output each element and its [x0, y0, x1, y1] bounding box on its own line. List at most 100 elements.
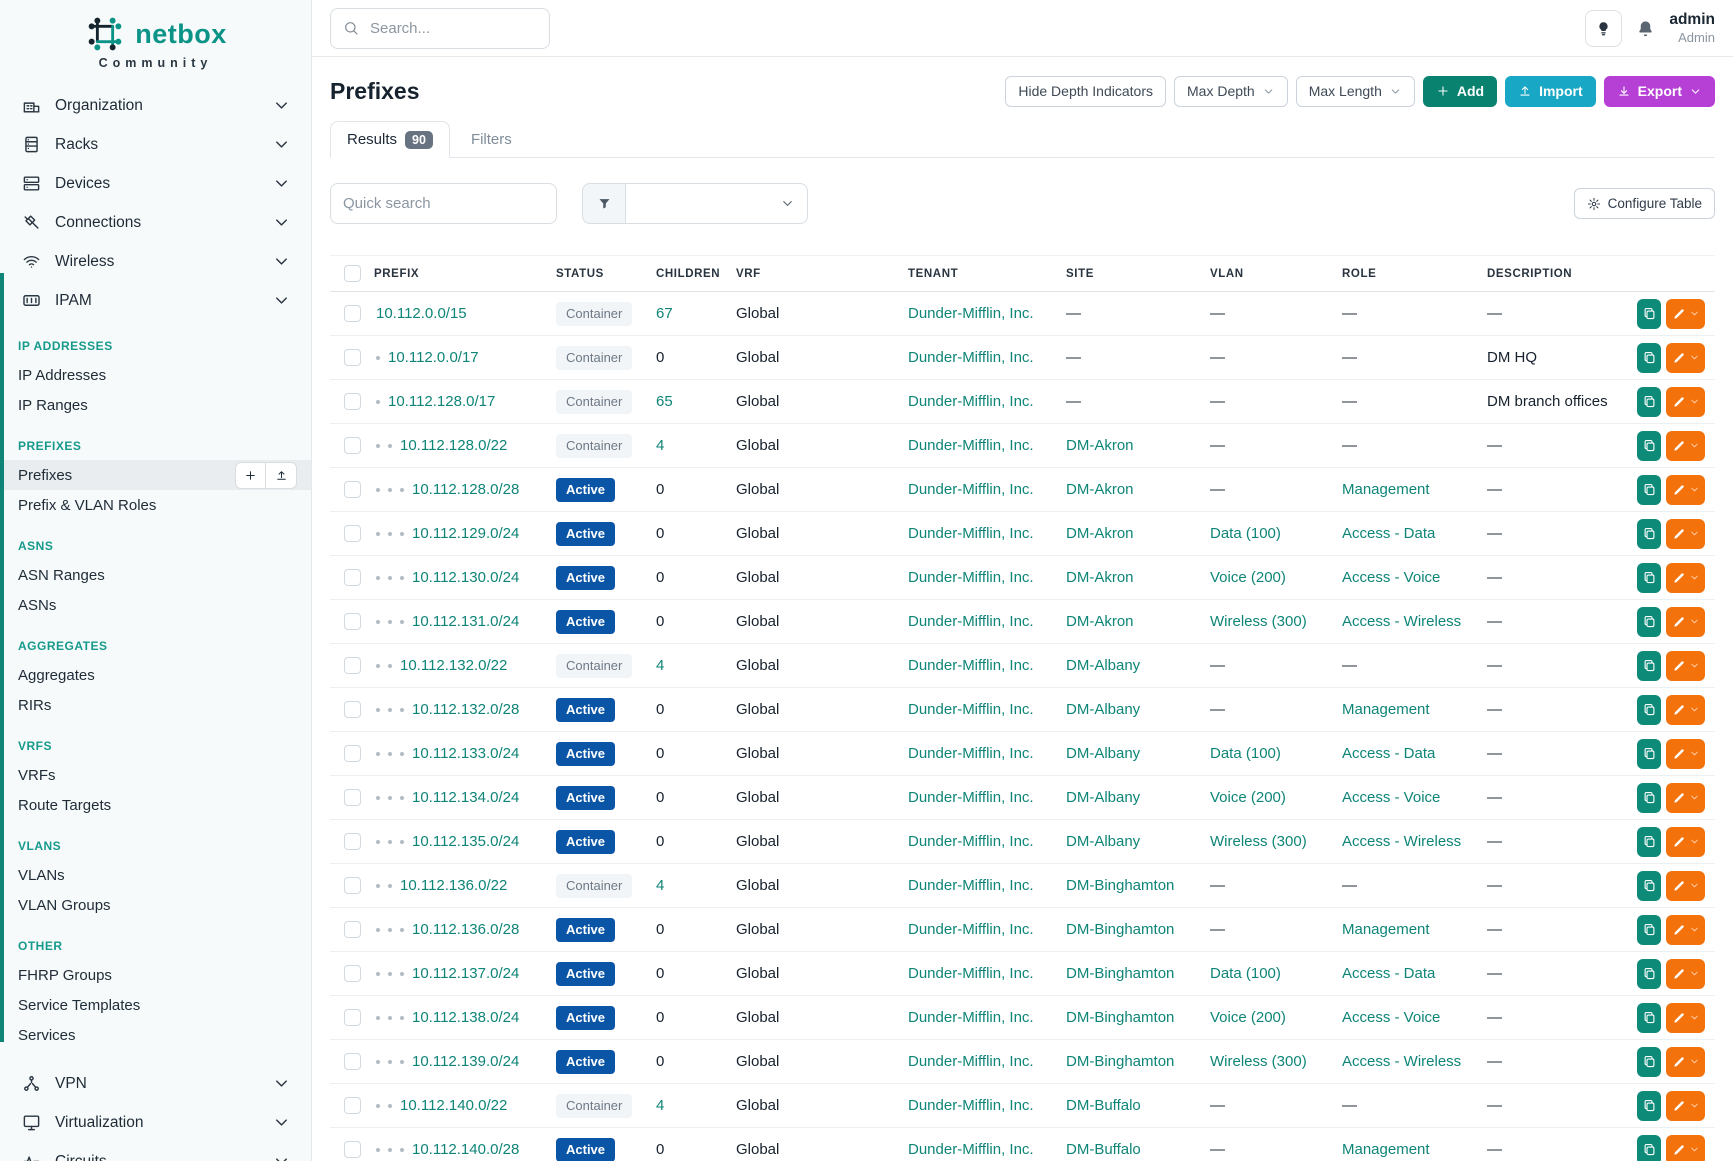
role-link[interactable]: Access - Data	[1342, 524, 1436, 542]
site-link[interactable]: DM-Binghamton	[1066, 1052, 1175, 1070]
children-link[interactable]: 4	[656, 1096, 665, 1114]
sidebar-item-prefix-vlan-roles[interactable]: Prefix & VLAN Roles	[18, 496, 157, 514]
column-header-site[interactable]: SITE	[1066, 267, 1094, 280]
search-input[interactable]	[368, 18, 537, 38]
clone-button[interactable]	[1637, 1046, 1662, 1077]
sidebar-item-vpn[interactable]: VPN	[0, 1064, 311, 1103]
sidebar-item-prefixes[interactable]: Prefixes	[0, 460, 311, 490]
role-link[interactable]: Management	[1342, 1140, 1430, 1158]
prefix-link[interactable]: 10.112.136.0/28	[412, 921, 520, 938]
clone-button[interactable]	[1637, 694, 1662, 725]
children-link[interactable]: 4	[656, 436, 665, 454]
row-checkbox[interactable]	[343, 613, 361, 630]
site-link[interactable]: DM-Binghamton	[1066, 1008, 1175, 1026]
prefix-link[interactable]: 10.112.134.0/24	[412, 789, 520, 806]
row-checkbox[interactable]	[343, 1053, 361, 1070]
row-checkbox[interactable]	[343, 1009, 361, 1026]
role-link[interactable]: Management	[1342, 480, 1430, 498]
user-menu[interactable]: admin Admin	[1669, 11, 1715, 45]
column-header-children[interactable]: CHILDREN	[656, 267, 721, 280]
prefix-link[interactable]: 10.112.131.0/24	[412, 613, 520, 630]
import-button[interactable]: Import	[1505, 75, 1596, 107]
site-link[interactable]: DM-Akron	[1066, 524, 1134, 542]
sidebar-item-devices[interactable]: Devices	[0, 164, 311, 203]
tenant-link[interactable]: Dunder-Mifflin, Inc.	[908, 480, 1034, 498]
logo[interactable]: netbox Community	[0, 0, 311, 70]
role-link[interactable]: Access - Data	[1342, 964, 1436, 982]
tenant-link[interactable]: Dunder-Mifflin, Inc.	[908, 1140, 1034, 1158]
prefix-link[interactable]: 10.112.129.0/24	[412, 525, 520, 542]
prefix-link[interactable]: 10.112.140.0/22	[400, 1097, 508, 1114]
clone-button[interactable]	[1637, 430, 1662, 461]
column-header-vlan[interactable]: VLAN	[1210, 267, 1244, 280]
clone-button[interactable]	[1637, 562, 1662, 593]
sidebar-item-ip-ranges[interactable]: IP Ranges	[18, 396, 88, 414]
edit-button[interactable]	[1666, 650, 1705, 681]
row-checkbox[interactable]	[343, 481, 361, 498]
site-link[interactable]: DM-Akron	[1066, 480, 1134, 498]
sidebar-item-connections[interactable]: Connections	[0, 203, 311, 242]
quick-add-button[interactable]	[235, 461, 266, 489]
column-header-description[interactable]: DESCRIPTION	[1487, 267, 1573, 280]
row-checkbox[interactable]	[343, 657, 361, 674]
sidebar-item-vlan-groups[interactable]: VLAN Groups	[18, 896, 111, 914]
row-checkbox[interactable]	[343, 921, 361, 938]
tenant-link[interactable]: Dunder-Mifflin, Inc.	[908, 524, 1034, 542]
clone-button[interactable]	[1637, 1134, 1662, 1161]
prefix-link[interactable]: 10.112.137.0/24	[412, 965, 520, 982]
edit-button[interactable]	[1666, 826, 1705, 857]
hide-depth-indicators-button[interactable]: Hide Depth Indicators	[1005, 75, 1166, 107]
sidebar-item-asn-ranges[interactable]: ASN Ranges	[18, 566, 105, 584]
column-header-tenant[interactable]: TENANT	[908, 267, 959, 280]
prefix-link[interactable]: 10.112.132.0/28	[412, 701, 520, 718]
clone-button[interactable]	[1637, 474, 1662, 505]
prefix-link[interactable]: 10.112.128.0/17	[388, 393, 496, 410]
add-button[interactable]: Add	[1422, 75, 1498, 107]
sidebar-item-racks[interactable]: Racks	[0, 125, 311, 164]
vlan-link[interactable]: Wireless (300)	[1210, 612, 1307, 630]
site-link[interactable]: DM-Binghamton	[1066, 876, 1175, 894]
prefix-link[interactable]: 10.112.128.0/22	[400, 437, 508, 454]
column-header-status[interactable]: STATUS	[556, 267, 604, 280]
sidebar-item-asns[interactable]: ASNs	[18, 596, 57, 614]
row-checkbox[interactable]	[343, 877, 361, 894]
tenant-link[interactable]: Dunder-Mifflin, Inc.	[908, 348, 1034, 366]
edit-button[interactable]	[1666, 958, 1705, 989]
vlan-link[interactable]: Voice (200)	[1210, 1008, 1286, 1026]
site-link[interactable]: DM-Akron	[1066, 568, 1134, 586]
column-header-role[interactable]: ROLE	[1342, 267, 1377, 280]
row-checkbox[interactable]	[343, 965, 361, 982]
tenant-link[interactable]: Dunder-Mifflin, Inc.	[908, 876, 1034, 894]
saved-filter-select[interactable]	[626, 183, 808, 224]
edit-button[interactable]	[1666, 298, 1705, 329]
prefix-link[interactable]: 10.112.130.0/24	[412, 569, 520, 586]
role-link[interactable]: Access - Voice	[1342, 1008, 1441, 1026]
sidebar-item-fhrp-groups[interactable]: FHRP Groups	[18, 966, 112, 984]
role-link[interactable]: Access - Wireless	[1342, 612, 1462, 630]
tenant-link[interactable]: Dunder-Mifflin, Inc.	[908, 700, 1034, 718]
tenant-link[interactable]: Dunder-Mifflin, Inc.	[908, 1008, 1034, 1026]
site-link[interactable]: DM-Albany	[1066, 700, 1141, 718]
prefix-link[interactable]: 10.112.135.0/24	[412, 833, 520, 850]
role-link[interactable]: Management	[1342, 920, 1430, 938]
clone-button[interactable]	[1637, 782, 1662, 813]
sidebar-item-circuits[interactable]: Circuits	[0, 1142, 311, 1161]
max-depth-dropdown[interactable]: Max Depth	[1174, 75, 1288, 107]
sidebar-item-wireless[interactable]: Wireless	[0, 242, 311, 281]
edit-button[interactable]	[1666, 430, 1705, 461]
edit-button[interactable]	[1666, 386, 1705, 417]
edit-button[interactable]	[1666, 562, 1705, 593]
role-link[interactable]: Access - Wireless	[1342, 1052, 1462, 1070]
sidebar-item-aggregates[interactable]: Aggregates	[18, 666, 95, 684]
clone-button[interactable]	[1637, 738, 1662, 769]
clone-button[interactable]	[1637, 518, 1662, 549]
tenant-link[interactable]: Dunder-Mifflin, Inc.	[908, 656, 1034, 674]
global-search[interactable]	[330, 7, 550, 49]
sidebar-item-rirs[interactable]: RIRs	[18, 696, 52, 714]
children-link[interactable]: 4	[656, 876, 665, 894]
site-link[interactable]: DM-Albany	[1066, 744, 1141, 762]
tenant-link[interactable]: Dunder-Mifflin, Inc.	[908, 1096, 1034, 1114]
edit-button[interactable]	[1666, 606, 1705, 637]
column-header-vrf[interactable]: VRF	[736, 267, 761, 280]
prefix-link[interactable]: 10.112.132.0/22	[400, 657, 508, 674]
